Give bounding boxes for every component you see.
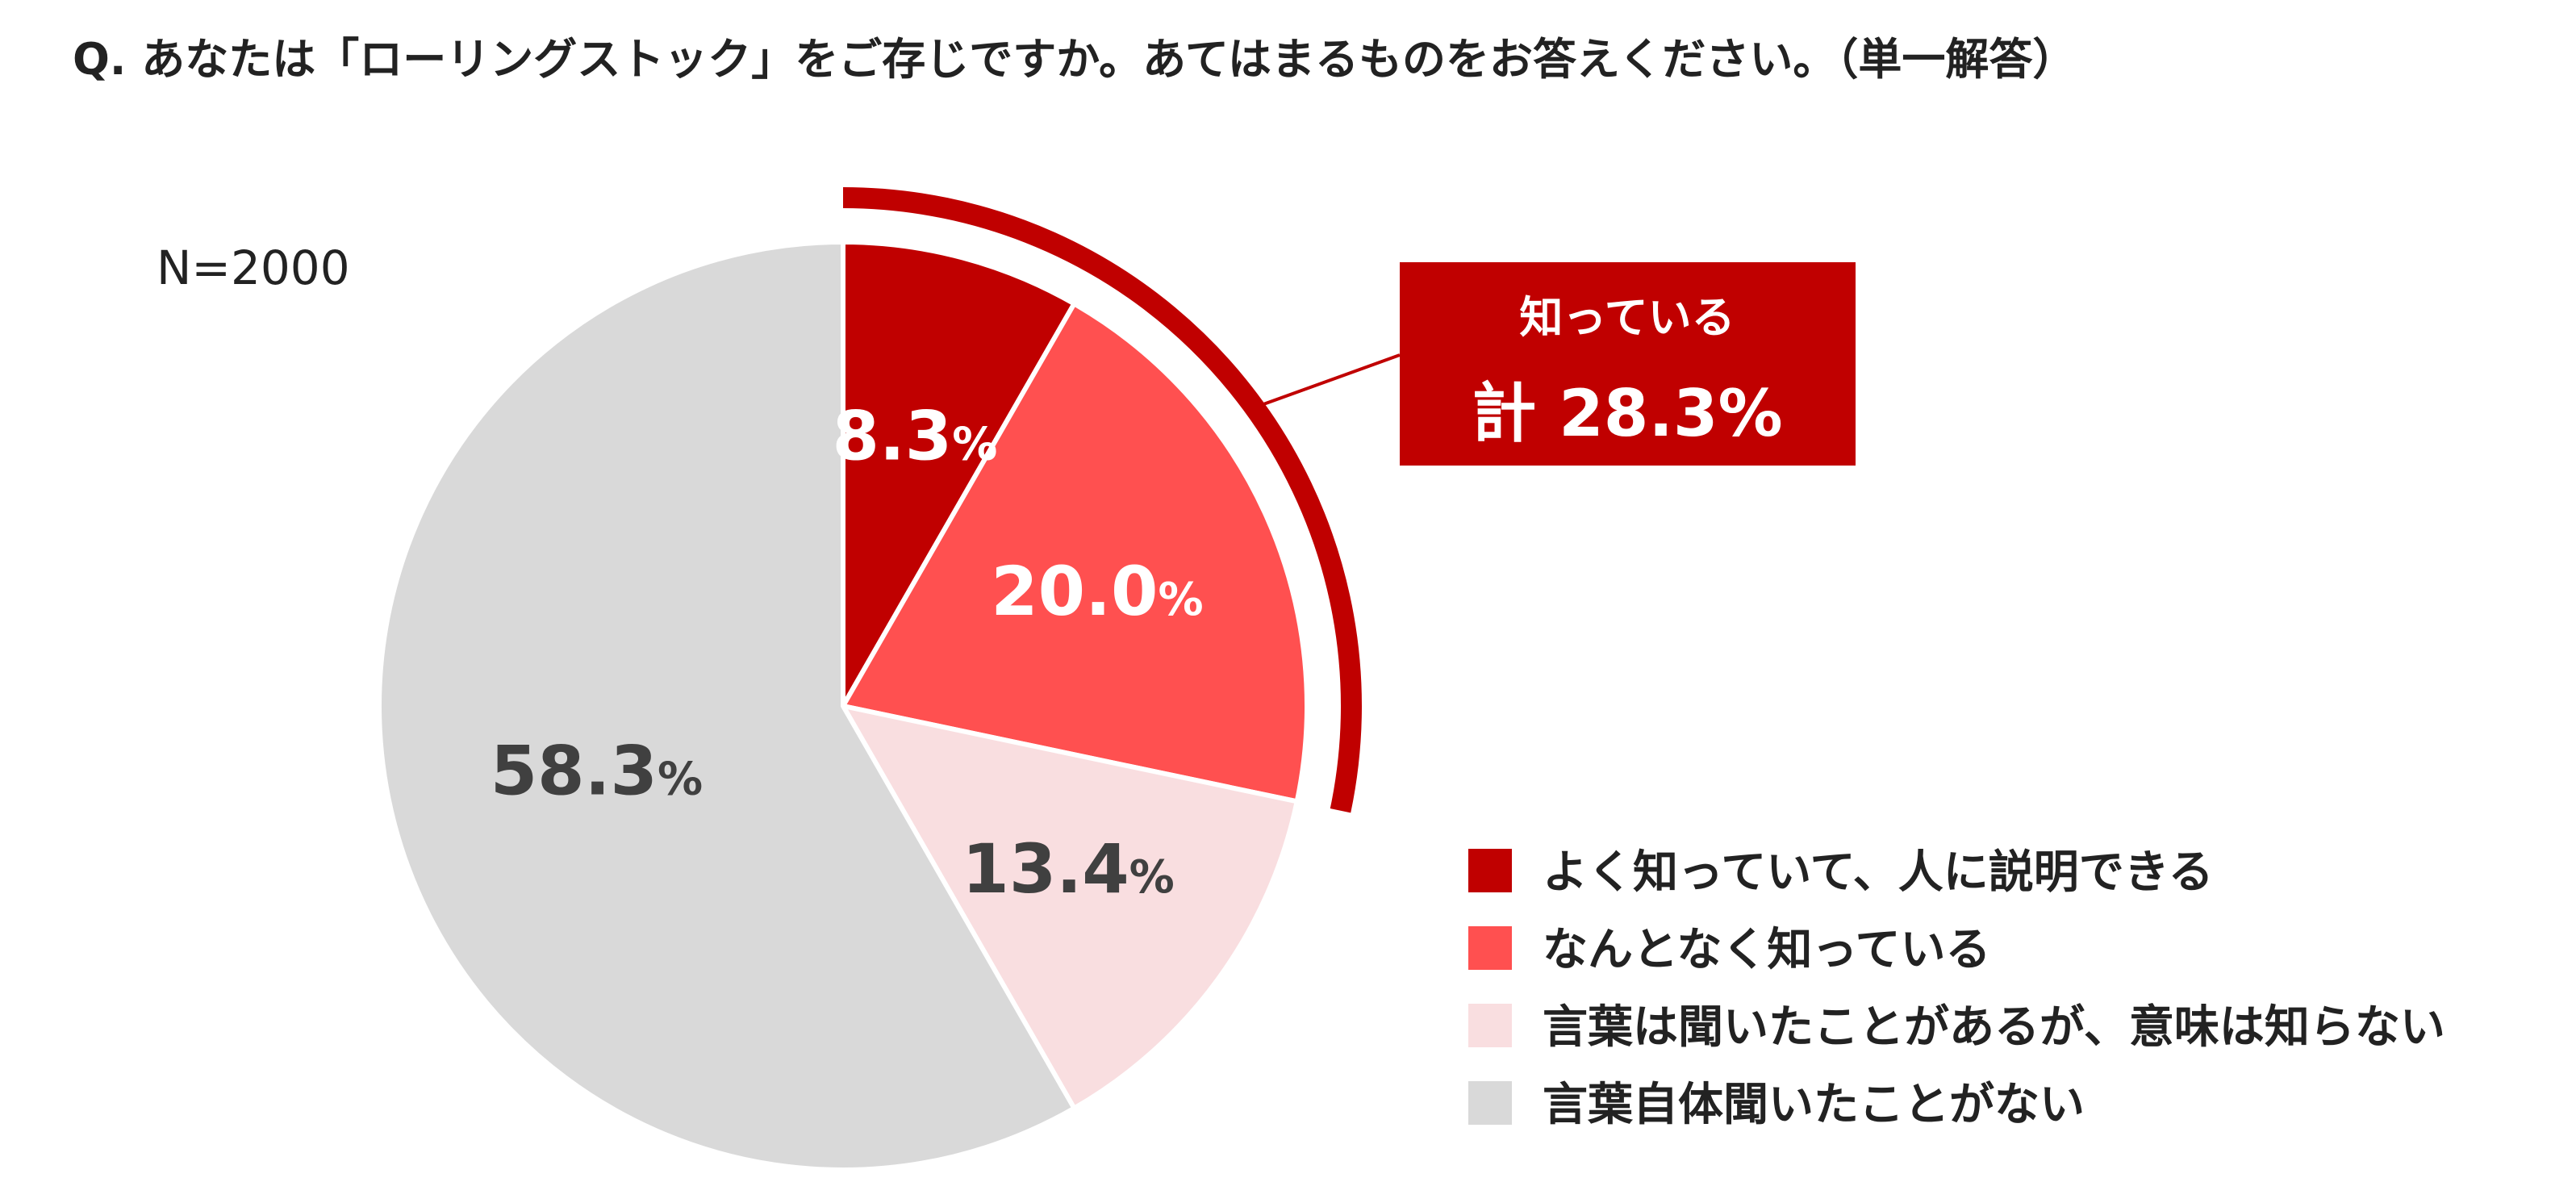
label-somewhat-known: 20.0%	[991, 552, 1203, 631]
legend-swatch	[1468, 849, 1512, 892]
slice-never-heard	[377, 240, 1077, 1172]
legend-label: 言葉自体聞いたことがない	[1543, 1079, 2085, 1131]
legend-swatch	[1468, 1081, 1512, 1125]
callout-total: 計 28.3%	[1472, 376, 1782, 451]
label-never-heard: 58.3%	[491, 732, 703, 811]
label-heard-only: 13.4%	[962, 829, 1174, 909]
known-group-arc	[842, 187, 1362, 813]
legend-item-never-heard: 言葉自体聞いたことがない	[1468, 1079, 2085, 1131]
slice-well-known	[841, 240, 1077, 708]
callout-box	[1400, 262, 1856, 466]
callout-title: 知っている	[1519, 292, 1735, 343]
legend-swatch	[1468, 1004, 1512, 1047]
legend-label: 言葉は聞いたことがあるが、意味は知らない	[1543, 1001, 2445, 1054]
legend-swatch	[1468, 926, 1512, 970]
legend-item-heard-only: 言葉は聞いたことがあるが、意味は知らない	[1468, 1001, 2445, 1054]
sample-size-label: N=2000	[157, 240, 350, 295]
slice-labels: 8.3% 20.0% 13.4% 58.3%	[491, 397, 1204, 909]
legend-item-well-known: よく知っていて、人に説明できる	[1468, 846, 2214, 899]
chart-title: Q. あなたは「ローリングストック」をご存じですか。あてはまるものをお答えくださ…	[73, 34, 2076, 85]
slice-heard-only	[841, 704, 1300, 1111]
legend-label: よく知っていて、人に説明できる	[1543, 846, 2214, 899]
pie-slices	[377, 240, 1309, 1172]
legend-label: なんとなく知っている	[1543, 924, 1991, 976]
known-total-callout: 知っている 計 28.3%	[1254, 262, 1856, 466]
slice-somewhat-known	[841, 301, 1309, 804]
label-well-known: 8.3%	[832, 397, 997, 476]
legend-item-somewhat-known: なんとなく知っている	[1468, 924, 1991, 976]
callout-leader-line	[1254, 353, 1401, 409]
legend: よく知っていて、人に説明できるなんとなく知っている言葉は聞いたことがあるが、意味…	[1468, 846, 2445, 1131]
